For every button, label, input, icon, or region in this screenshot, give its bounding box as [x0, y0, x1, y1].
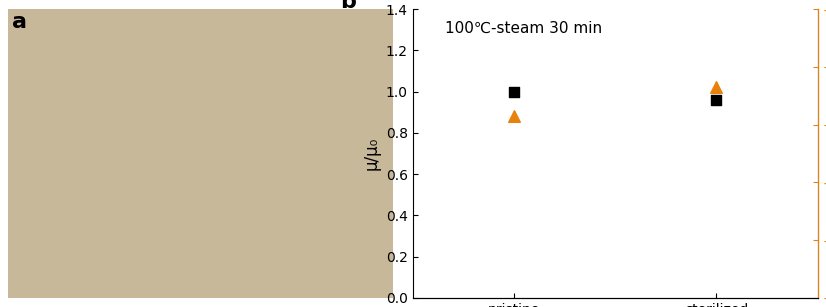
Point [507, 89, 520, 94]
Point [710, 85, 723, 90]
Text: a: a [12, 12, 27, 32]
Point [507, 114, 520, 119]
Text: 100℃-steam 30 min: 100℃-steam 30 min [445, 21, 602, 36]
Y-axis label: μ/μ₀: μ/μ₀ [363, 137, 380, 170]
Point [710, 97, 723, 102]
Text: b: b [339, 0, 356, 12]
